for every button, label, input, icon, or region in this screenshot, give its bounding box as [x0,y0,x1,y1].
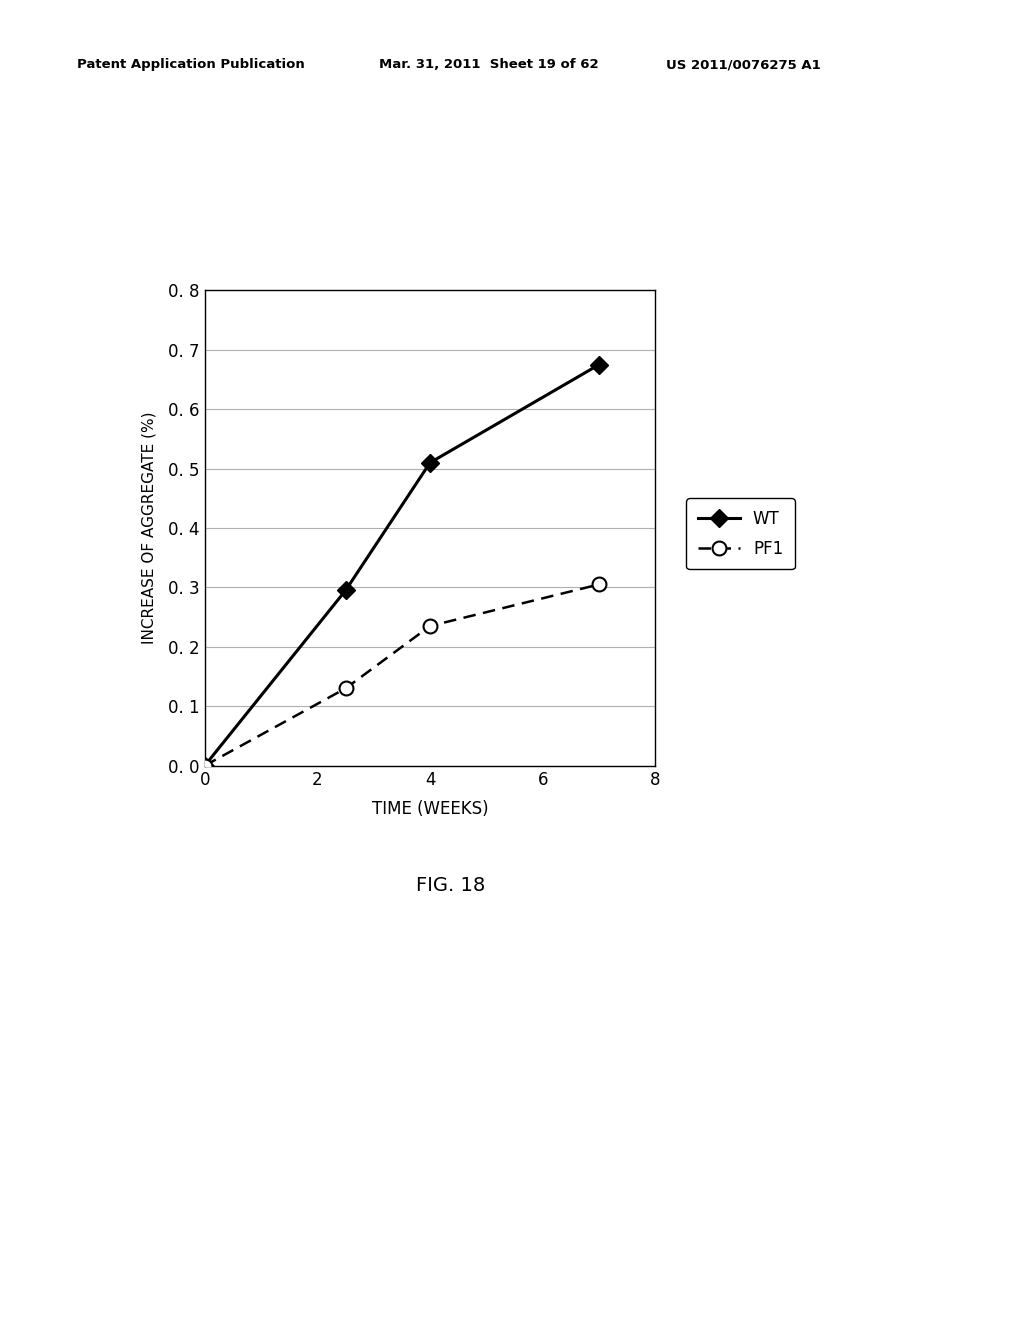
Legend: WT, PF1: WT, PF1 [686,499,795,569]
Text: Mar. 31, 2011  Sheet 19 of 62: Mar. 31, 2011 Sheet 19 of 62 [379,58,598,71]
Text: US 2011/0076275 A1: US 2011/0076275 A1 [666,58,820,71]
Text: Patent Application Publication: Patent Application Publication [77,58,304,71]
Y-axis label: INCREASE OF AGGREGATE (%): INCREASE OF AGGREGATE (%) [141,412,157,644]
X-axis label: TIME (WEEKS): TIME (WEEKS) [372,800,488,818]
Text: FIG. 18: FIG. 18 [416,876,485,895]
